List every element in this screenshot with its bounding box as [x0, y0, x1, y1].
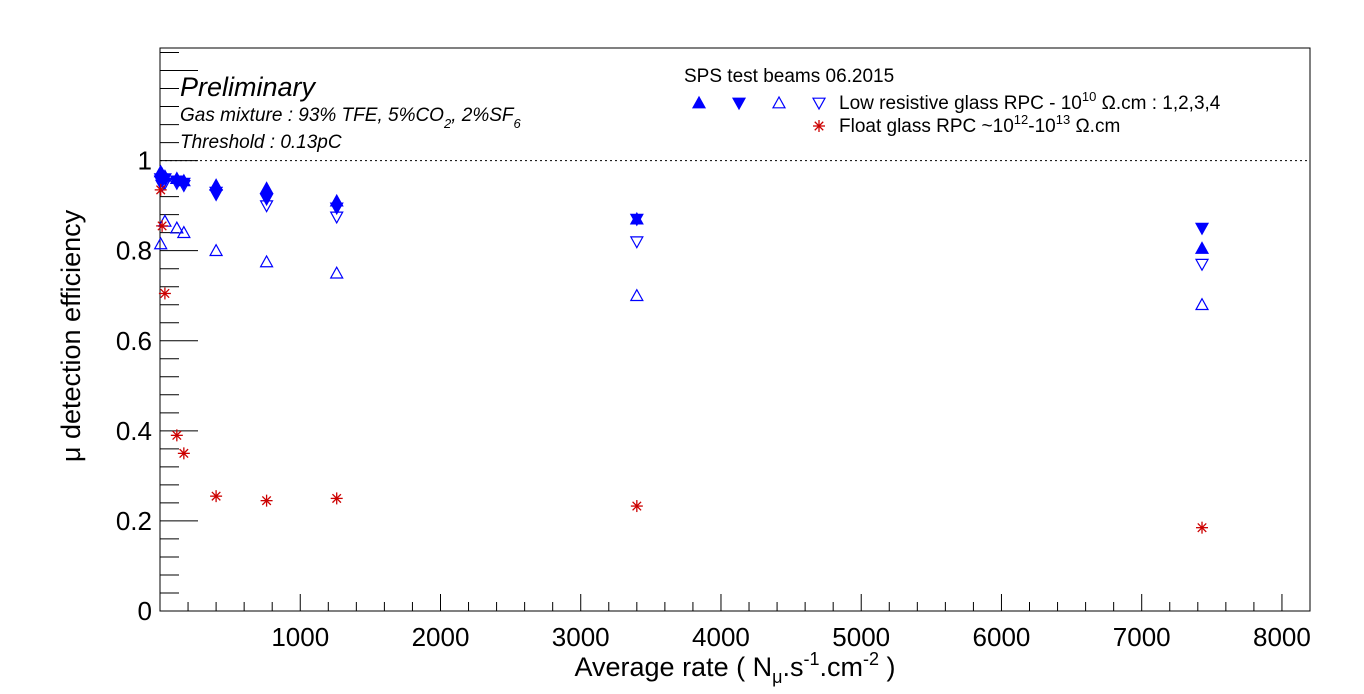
x-axis: 1000 2000 3000 4000 5000 6000 7000 8000 — [187, 594, 1311, 652]
legend-marker-rpc-3 — [771, 95, 787, 109]
gas-mixture-label: Gas mixture : 93% TFE, 5%CO2, 2%SF6 — [180, 105, 522, 131]
data-point-series-3 — [169, 220, 184, 234]
data-point-series-4 — [1194, 258, 1210, 272]
data-point-series-4 — [209, 186, 224, 200]
data-point-series-5 — [330, 492, 343, 505]
data-point-series-5 — [156, 219, 169, 232]
x-tick-label: 3000 — [552, 622, 610, 652]
data-point-series-5 — [210, 490, 223, 503]
threshold-label: Threshold : 0.13pC — [180, 132, 342, 153]
data-point-series-5 — [177, 447, 190, 460]
data-point-series-4 — [153, 175, 168, 189]
data-point-series-3 — [176, 225, 191, 239]
legend-markers — [691, 95, 827, 132]
legend-marker-rpc-1 — [691, 95, 707, 109]
y-axis-title: μ detection efficiency — [56, 209, 86, 462]
legend-marker-float-glass — [813, 120, 825, 132]
x-tick-label: 2000 — [412, 622, 470, 652]
data-point-series-3 — [1194, 297, 1210, 311]
x-tick-label: 7000 — [1113, 622, 1171, 652]
data-point-series-2 — [329, 202, 344, 216]
x-axis-title: Average rate ( Nμ.s-1.cm-2 ) — [574, 649, 895, 687]
data-point-series-5 — [170, 429, 183, 442]
data-point-series-5 — [630, 500, 643, 513]
y-tick-label: 0.6 — [116, 326, 152, 356]
y-tick-label: 1 — [138, 146, 152, 176]
data-point-series-3 — [209, 243, 224, 257]
gas-sub-1: 2 — [443, 116, 452, 131]
data-point-series-5 — [260, 494, 273, 507]
data-point-series-3 — [329, 265, 344, 279]
data-point-series-3 — [153, 236, 168, 250]
data-point-series-1 — [1194, 241, 1210, 254]
legend: SPS test beams 06.2015 Low resistive gla… — [684, 66, 1221, 137]
data-point-series-2 — [259, 193, 274, 207]
legend-entry-low-resistive: Low resistive glass RPC - 1010 Ω.cm : 1,… — [839, 89, 1221, 114]
legend-header: SPS test beams 06.2015 — [684, 66, 894, 87]
legend-entry-float-glass: Float glass RPC ~1012-1013 Ω.cm — [839, 112, 1120, 137]
y-tick-label: 0.4 — [116, 416, 152, 446]
x-tick-label: 8000 — [1253, 622, 1311, 652]
legend-marker-rpc-4 — [811, 97, 827, 111]
plot-frame — [159, 47, 1311, 612]
data-point-series-4 — [176, 179, 191, 193]
data-point-series-4 — [329, 211, 344, 225]
data-point-series-4 — [629, 236, 644, 249]
gas-sub-2: 6 — [514, 116, 522, 131]
data-point-series-2 — [1194, 222, 1210, 236]
y-tick-label: 0.2 — [116, 506, 152, 536]
data-point-series-4 — [259, 200, 274, 213]
data-point-series-1 — [259, 181, 274, 194]
data-point-series-4 — [157, 177, 172, 191]
x-tick-label: 4000 — [692, 622, 750, 652]
data-point-series-1 — [209, 178, 224, 191]
data-point-series-5 — [154, 183, 167, 196]
y-axis: 0 0.2 0.4 0.6 0.8 1 — [116, 52, 198, 626]
data-point-series-3 — [629, 288, 644, 302]
data-point-series-2 — [629, 213, 644, 227]
x-tick-label: 6000 — [973, 622, 1031, 652]
data-point-series-5 — [1196, 521, 1209, 534]
legend-marker-rpc-2 — [731, 97, 747, 111]
y-tick-label: 0 — [138, 596, 152, 626]
data-points — [153, 164, 1210, 534]
y-tick-label: 0.8 — [116, 236, 152, 266]
preliminary-label: Preliminary — [180, 72, 317, 102]
x-tick-label: 1000 — [271, 622, 329, 652]
data-point-series-3 — [259, 254, 274, 268]
x-tick-label: 5000 — [832, 622, 890, 652]
data-point-series-5 — [158, 287, 171, 300]
